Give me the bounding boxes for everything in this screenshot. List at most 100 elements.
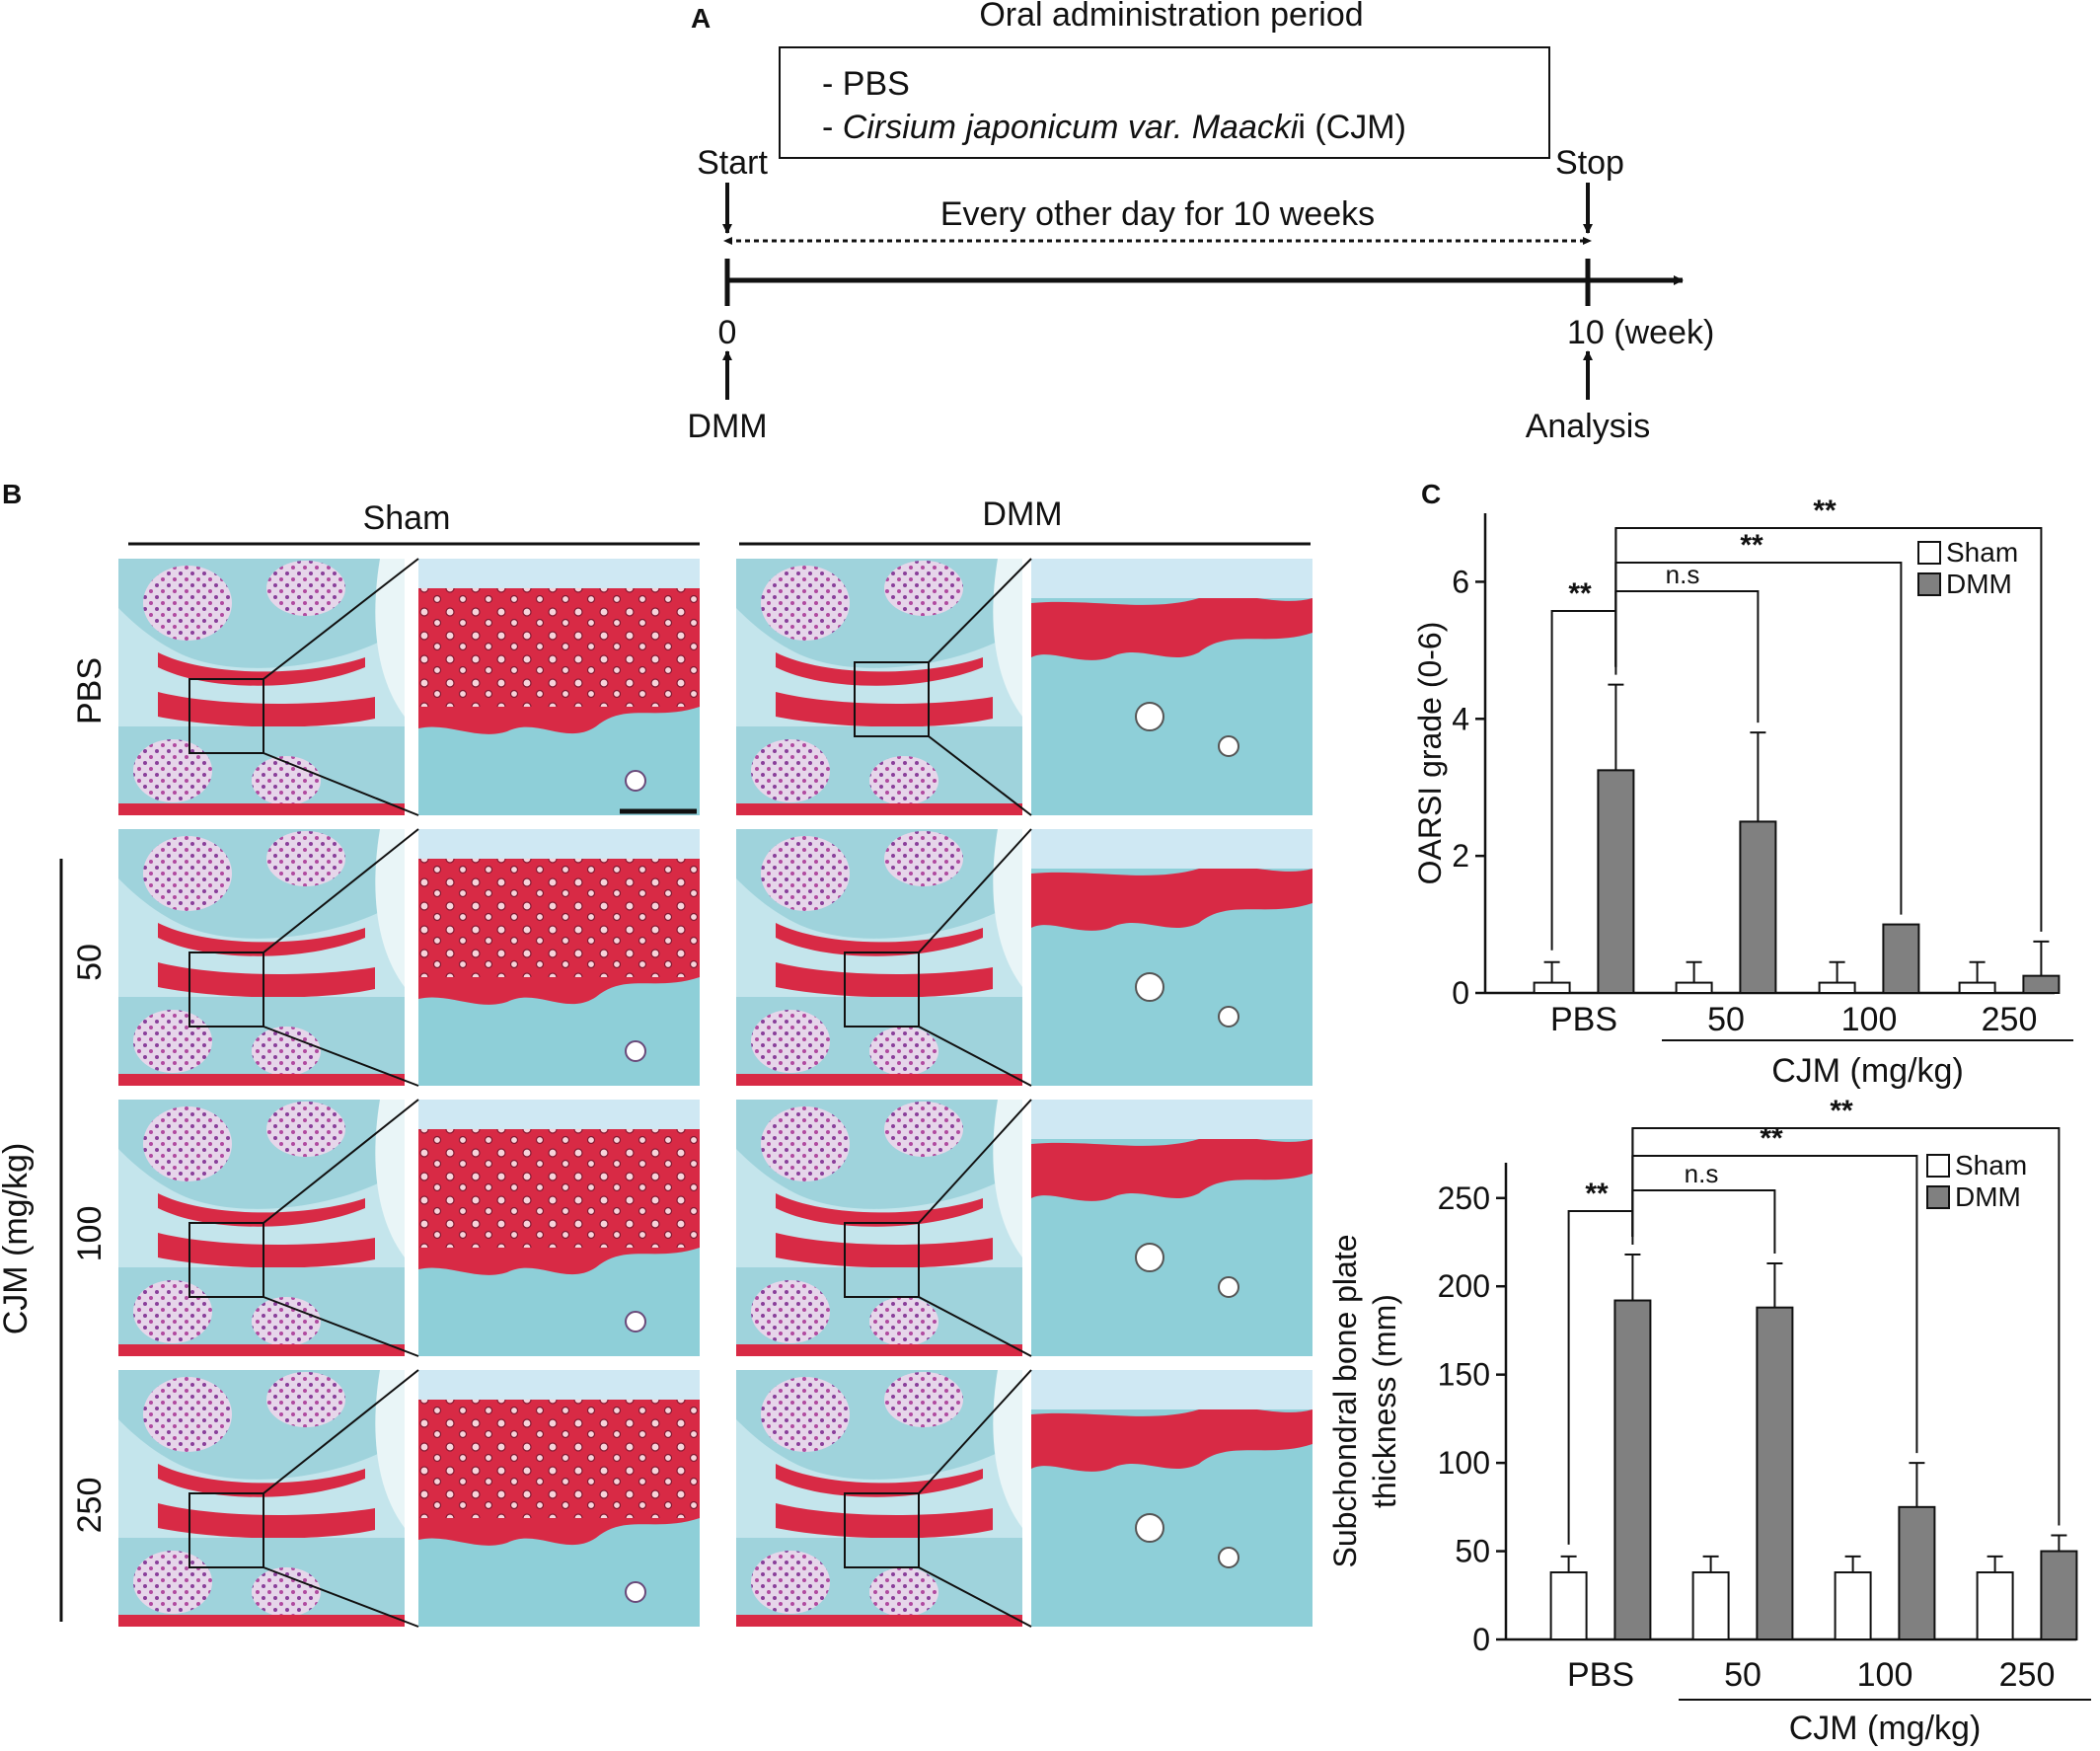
zoom-line	[928, 558, 1032, 663]
zoom-line	[262, 752, 419, 816]
micrograph-highmag-dmm-1	[1030, 828, 1313, 1087]
bar-sham-100	[1818, 981, 1856, 994]
tick-start-label: 0	[718, 314, 737, 351]
micrograph-highmag-dmm-2	[1030, 1099, 1313, 1357]
x-tick-label: 100	[1857, 1656, 1913, 1694]
micrograph-highmag-sham-1	[417, 828, 701, 1087]
cjm-axis-label: CJM (mg/kg)	[1789, 1710, 1982, 1747]
x-tick-label: 100	[1841, 1001, 1898, 1038]
panel-a-letter: A	[691, 3, 711, 34]
zoom-line	[918, 1296, 1032, 1357]
micrograph-highmag-sham-2	[417, 1099, 701, 1357]
legend-label: DMM	[1955, 1181, 2021, 1212]
sig-star-label: **	[1760, 1122, 1783, 1155]
bar-dmm-250	[2040, 1550, 2078, 1640]
y-tick-label: 100	[1438, 1445, 1490, 1481]
panel-b: B Sham DMM PBS 50 100 250 CJM (mg/kg)	[0, 479, 1313, 1628]
bar-sham-100	[1834, 1571, 1872, 1640]
col-header-dmm: DMM	[982, 495, 1062, 533]
group-label: CJM (mg/kg)	[0, 1143, 35, 1335]
zoom-box	[844, 1492, 920, 1568]
zoom-box	[854, 661, 930, 737]
y-axis-label: OARSI grade (0-6)	[1412, 622, 1448, 885]
zoom-line	[262, 1369, 419, 1494]
micrograph-lowmag-dmm-1	[736, 829, 1022, 1086]
row-label-250: 250	[71, 1478, 109, 1534]
x-tick-label: 250	[1982, 1001, 2038, 1038]
bar-dmm-PBS	[1613, 1299, 1652, 1640]
tick-end-label: 10 (week)	[1567, 314, 1714, 351]
zoom-line	[262, 828, 419, 953]
sig-ns-label: n.s	[1685, 1159, 1719, 1188]
micrograph-lowmag-sham-0	[118, 559, 405, 815]
significance-bracket	[1614, 590, 1760, 723]
y-tick-label: 200	[1438, 1268, 1490, 1304]
micrograph-lowmag-dmm-2	[736, 1100, 1022, 1356]
y-tick-label: 0	[1472, 1622, 1490, 1657]
micrograph-lowmag-sham-1	[118, 829, 405, 1086]
x-tick-label: 50	[1724, 1656, 1762, 1694]
bar-dmm-100	[1882, 923, 1920, 994]
sig-star-label: **	[1568, 577, 1592, 610]
row-label-pbs: PBS	[71, 657, 109, 724]
y-tick-label: 4	[1452, 701, 1469, 736]
x-tick-label: 50	[1707, 1001, 1745, 1038]
chart-subchondral: 0 50 100 150 200 250 Subchondral bone plate thi…	[1327, 1095, 2091, 1747]
micrograph-lowmag-sham-2	[118, 1100, 405, 1356]
micrograph-highmag-dmm-0	[1030, 558, 1313, 816]
legend-swatch-dmm	[1917, 572, 1941, 596]
bar-sham-PBS	[1549, 1571, 1588, 1640]
bar-sham-50	[1675, 981, 1713, 994]
y-tick-label: 0	[1452, 975, 1469, 1011]
zoom-line	[928, 735, 1032, 816]
legend-label: Sham	[1955, 1150, 2027, 1180]
row-label-50: 50	[71, 944, 109, 981]
zoom-line	[262, 1026, 419, 1087]
x-tick-label: 250	[1999, 1656, 2056, 1694]
legend-swatch-sham	[1926, 1154, 1950, 1178]
legend-label: DMM	[1946, 569, 2012, 599]
zoom-line	[918, 1369, 1032, 1494]
panel-a: A Oral administration period - PBS - Cir…	[687, 0, 1714, 445]
bar-dmm-50	[1756, 1306, 1794, 1640]
zoom-line	[918, 828, 1032, 953]
legend-swatch-sham	[1917, 541, 1941, 565]
y-axis-label-line1: Subchondral bone plate	[1327, 1234, 1363, 1567]
micrograph-lowmag-dmm-0	[736, 559, 1022, 815]
bar-sham-250	[1976, 1571, 2014, 1640]
zoom-line	[918, 1099, 1032, 1224]
micrograph-lowmag-dmm-3	[736, 1370, 1022, 1627]
significance-bracket	[1631, 1189, 1776, 1254]
y-tick-label: 150	[1438, 1357, 1490, 1393]
bar-sham-50	[1691, 1571, 1730, 1640]
bar-sham-250	[1958, 981, 1996, 994]
x-tick-label: PBS	[1567, 1656, 1634, 1694]
zoom-box	[188, 1222, 264, 1298]
sig-star-label: **	[1830, 1095, 1853, 1127]
micrograph-lowmag-sham-3	[118, 1370, 405, 1627]
sig-star-label: **	[1585, 1178, 1609, 1210]
zoom-line	[262, 1099, 419, 1224]
bar-dmm-250	[2022, 974, 2061, 995]
period-title: Oral administration period	[979, 0, 1363, 34]
legend-swatch-dmm	[1926, 1185, 1950, 1209]
zoom-line	[262, 558, 419, 680]
zoom-line	[918, 1026, 1032, 1087]
bar-dmm-PBS	[1597, 769, 1635, 994]
zoom-line	[918, 1566, 1032, 1628]
y-axis-label-line2: thickness (mm)	[1367, 1294, 1402, 1508]
col-header-sham: Sham	[363, 499, 451, 537]
micrograph-grid	[118, 558, 1313, 1628]
zoom-box	[844, 952, 920, 1028]
panel-c-letter: C	[1421, 479, 1441, 509]
stop-label: Stop	[1555, 144, 1624, 182]
y-tick-label: 2	[1452, 838, 1469, 874]
zoom-box	[188, 1492, 264, 1568]
sig-ns-label: n.s	[1666, 560, 1700, 589]
sig-star-label: **	[1813, 495, 1837, 527]
zoom-line	[262, 1566, 419, 1628]
panel-b-letter: B	[2, 479, 22, 509]
bar-dmm-50	[1739, 820, 1777, 995]
